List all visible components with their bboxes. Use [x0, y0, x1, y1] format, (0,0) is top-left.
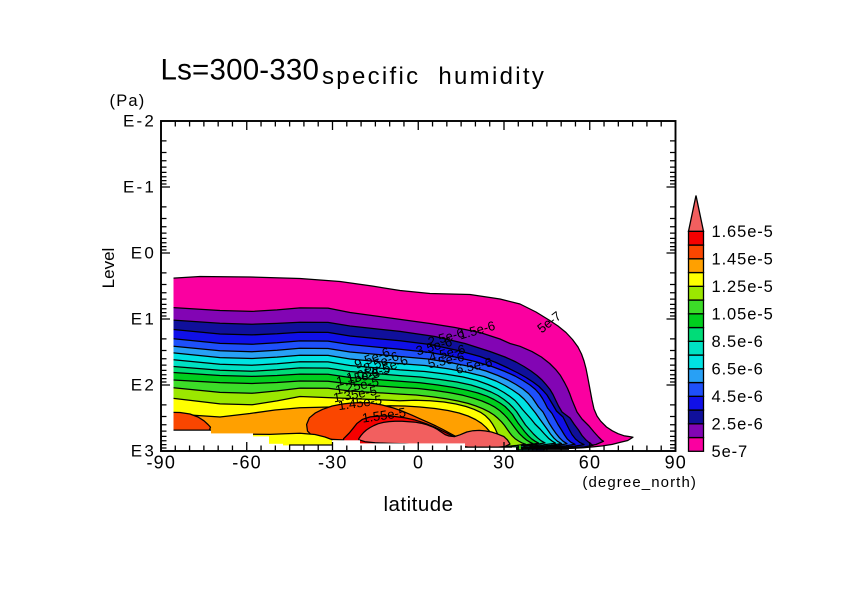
svg-text:Level: Level: [99, 248, 118, 289]
svg-text:8.5e-6: 8.5e-6: [712, 333, 764, 351]
svg-text:latitude: latitude: [383, 493, 453, 516]
svg-text:60: 60: [579, 452, 601, 472]
svg-text:0: 0: [413, 452, 424, 472]
svg-text:-90: -90: [146, 452, 176, 472]
svg-text:1.45e-5: 1.45e-5: [712, 251, 774, 269]
svg-text:1.65e-5: 1.65e-5: [712, 223, 774, 241]
svg-text:E0: E0: [131, 244, 156, 263]
svg-text:(Pa): (Pa): [110, 92, 146, 110]
svg-text:E3: E3: [131, 442, 156, 461]
svg-text:-30: -30: [318, 452, 348, 472]
svg-text:E2: E2: [131, 376, 156, 395]
svg-text:1.45e-5: 1.45e-5: [337, 392, 383, 413]
svg-text:(degree_north): (degree_north): [582, 474, 697, 491]
svg-text:E1: E1: [131, 310, 156, 329]
svg-text:Ls=300-330: Ls=300-330: [161, 54, 320, 87]
svg-text:4.5e-6: 4.5e-6: [712, 388, 764, 406]
svg-text:30: 30: [493, 452, 515, 472]
svg-text:2.5e-6: 2.5e-6: [712, 416, 764, 434]
svg-text:5.5e-6: 5.5e-6: [426, 349, 465, 371]
svg-text:-60: -60: [232, 452, 262, 472]
svg-text:1.25e-5: 1.25e-5: [712, 278, 774, 296]
svg-text:specific humidity: specific humidity: [322, 63, 546, 90]
svg-text:E-2: E-2: [123, 112, 156, 131]
svg-text:1.55e-5: 1.55e-5: [361, 405, 407, 426]
svg-text:6.5e-6: 6.5e-6: [454, 354, 493, 376]
svg-text:90: 90: [665, 452, 687, 472]
svg-text:E-1: E-1: [123, 178, 156, 197]
svg-text:1.05e-5: 1.05e-5: [712, 306, 774, 324]
svg-text:6.5e-6: 6.5e-6: [712, 361, 764, 379]
svg-text:5e-7: 5e-7: [712, 443, 749, 461]
